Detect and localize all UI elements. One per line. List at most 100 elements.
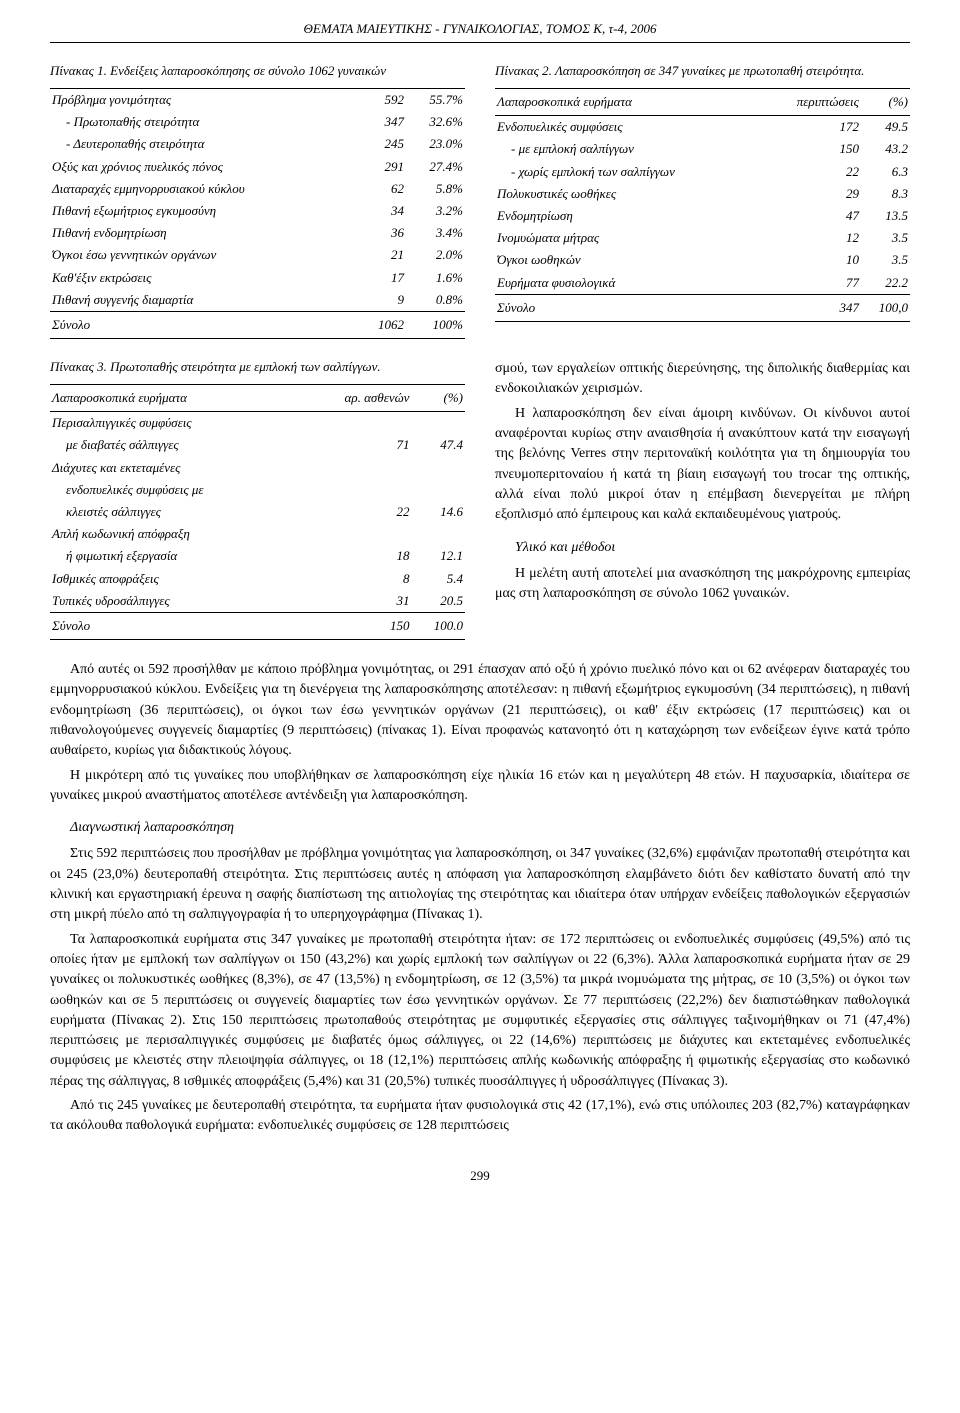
table2-label: Όγκοι ωοθηκών (495, 249, 763, 271)
table3-head-col1: Λαπαροσκοπικά ευρήματα (50, 385, 300, 412)
table2-label: Ενδομητρίωση (495, 205, 763, 227)
table3-n (300, 457, 411, 479)
page-number: 299 (50, 1167, 910, 1185)
table1-pct: 1.6% (406, 267, 465, 289)
table1-label: Καθ'έξιν εκτρώσεις (50, 267, 359, 289)
table1-pct: 0.8% (406, 289, 465, 312)
table1-title: Πίνακας 1. Ενδείξεις λαπαροσκόπησης σε σ… (50, 63, 465, 80)
table1-row: Πιθανή ενδομητρίωση363.4% (50, 222, 465, 244)
table1-row: Όγκοι έσω γεννητικών οργάνων212.0% (50, 244, 465, 266)
table2-n: 10 (763, 249, 861, 271)
table3-n: 18 (300, 545, 411, 567)
table3-n: 31 (300, 590, 411, 613)
table1-container: Πίνακας 1. Ενδείξεις λαπαροσκόπησης σε σ… (50, 63, 465, 339)
table3-total-row: Σύνολο 150 100.0 (50, 612, 465, 639)
table1-pct: 3.4% (406, 222, 465, 244)
subhead-diagnostic: Διαγνωστική λαπαροσκόπηση (50, 818, 910, 838)
table3-pct (411, 412, 465, 435)
table2-container: Πίνακας 2. Λαπαροσκόπηση σε 347 γυναίκες… (495, 63, 910, 339)
table3-total-n: 150 (300, 612, 411, 639)
table2-label: Ευρήματα φυσιολογικά (495, 272, 763, 295)
table2-n: 12 (763, 227, 861, 249)
table1-label: Πιθανή συγγενής διαμαρτία (50, 289, 359, 312)
table3-n (300, 523, 411, 545)
table2-n: 150 (763, 138, 861, 160)
middle-row: Πίνακας 3. Πρωτοπαθής στειρότητα με εμπλ… (50, 359, 910, 640)
table2-row: Ενδοπυελικές συμφύσεις17249.5 (495, 116, 910, 139)
table3-n: 22 (300, 501, 411, 523)
table1-label: Διαταραχές εμμηνορρυσιακού κύκλου (50, 178, 359, 200)
table2-label: Πολυκυστικές ωοθήκες (495, 183, 763, 205)
table1-row: - Δευτεροπαθής στειρότητα24523.0% (50, 133, 465, 155)
table3-container: Πίνακας 3. Πρωτοπαθής στειρότητα με εμπλ… (50, 359, 465, 640)
table1-row: Καθ'έξιν εκτρώσεις171.6% (50, 267, 465, 289)
table2-row: Όγκοι ωοθηκών103.5 (495, 249, 910, 271)
table1-label: Πρόβλημα γονιμότητας (50, 89, 359, 112)
table1-row: Πιθανή εξωμήτριος εγκυμοσύνη343.2% (50, 200, 465, 222)
table1-n: 9 (359, 289, 406, 312)
right-p1: σμού, των εργαλείων οπτικής διερεύνησης,… (495, 359, 910, 400)
table2-n: 77 (763, 272, 861, 295)
table2-header-row: Λαπαροσκοπικά ευρήματα περιπτώσεις (%) (495, 89, 910, 116)
table1-pct: 32.6% (406, 111, 465, 133)
table2-label: - με εμπλοκή σαλπίγγων (495, 138, 763, 160)
table2-title: Πίνακας 2. Λαπαροσκόπηση σε 347 γυναίκες… (495, 63, 910, 80)
table3-row: κλειστές σάλπιγγες2214.6 (50, 501, 465, 523)
full-p3: Στις 592 περιπτώσεις που προσήλθαν με πρ… (50, 844, 910, 925)
table3-row: Τυπικές υδροσάλπιγγες3120.5 (50, 590, 465, 613)
table2-pct: 49.5 (861, 116, 910, 139)
table1-n: 245 (359, 133, 406, 155)
table2-label: - χωρίς εμπλοκή των σαλπίγγων (495, 161, 763, 183)
table3-row: με διαβατές σάλπιγγες7147.4 (50, 434, 465, 456)
table2-n: 47 (763, 205, 861, 227)
table2-head-col1: Λαπαροσκοπικά ευρήματα (495, 89, 763, 116)
table1-pct: 3.2% (406, 200, 465, 222)
table2-head-col3: (%) (861, 89, 910, 116)
table1-n: 291 (359, 156, 406, 178)
table1-n: 36 (359, 222, 406, 244)
table1-label: Πιθανή ενδομητρίωση (50, 222, 359, 244)
table2-label: Ενδοπυελικές συμφύσεις (495, 116, 763, 139)
table3-total-label: Σύνολο (50, 612, 300, 639)
table2-row: Ενδομητρίωση4713.5 (495, 205, 910, 227)
table3-label: Απλή κωδωνική απόφραξη (50, 523, 300, 545)
table3-pct (411, 523, 465, 545)
table1-pct: 27.4% (406, 156, 465, 178)
table1-label: Όγκοι έσω γεννητικών οργάνων (50, 244, 359, 266)
table3-pct: 20.5 (411, 590, 465, 613)
table3-total-pct: 100.0 (411, 612, 465, 639)
table2-row: Ινομυώματα μήτρας123.5 (495, 227, 910, 249)
table1-total-label: Σύνολο (50, 311, 359, 338)
table3-head-col2: αρ. ασθενών (300, 385, 411, 412)
table3-label: Διάχυτες και εκτεταμένες (50, 457, 300, 479)
subhead-methods: Υλικό και μέθοδοι (495, 538, 910, 558)
table1-n: 62 (359, 178, 406, 200)
table2-pct: 13.5 (861, 205, 910, 227)
table1-total-pct: 100% (406, 311, 465, 338)
table2-n: 172 (763, 116, 861, 139)
table2-total-row: Σύνολο 347 100,0 (495, 294, 910, 321)
table3-label: κλειστές σάλπιγγες (50, 501, 300, 523)
table1-row: Οξύς και χρόνιος πυελικός πόνος29127.4% (50, 156, 465, 178)
full-p4: Τα λαπαροσκοπικά ευρήματα στις 347 γυναί… (50, 930, 910, 1092)
table1-label: Πιθανή εξωμήτριος εγκυμοσύνη (50, 200, 359, 222)
table2-row: Ευρήματα φυσιολογικά7722.2 (495, 272, 910, 295)
table3-n: 8 (300, 568, 411, 590)
table3-n: 71 (300, 434, 411, 456)
table1-total-row: Σύνολο 1062 100% (50, 311, 465, 338)
table1-pct: 23.0% (406, 133, 465, 155)
table2-total-label: Σύνολο (495, 294, 763, 321)
table3-n (300, 412, 411, 435)
table3-row: Περισαλπιγγικές συμφύσεις (50, 412, 465, 435)
table1-label: Οξύς και χρόνιος πυελικός πόνος (50, 156, 359, 178)
table3-pct: 14.6 (411, 501, 465, 523)
table1-n: 17 (359, 267, 406, 289)
table2-head-col2: περιπτώσεις (763, 89, 861, 116)
table3-head-col3: (%) (411, 385, 465, 412)
table1-row: - Πρωτοπαθής στειρότητα34732.6% (50, 111, 465, 133)
full-p5: Από τις 245 γυναίκες με δευτεροπαθή στει… (50, 1096, 910, 1137)
table2-row: - χωρίς εμπλοκή των σαλπίγγων226.3 (495, 161, 910, 183)
table3-label: με διαβατές σάλπιγγες (50, 434, 300, 456)
table2-pct: 6.3 (861, 161, 910, 183)
table3-n (300, 479, 411, 501)
